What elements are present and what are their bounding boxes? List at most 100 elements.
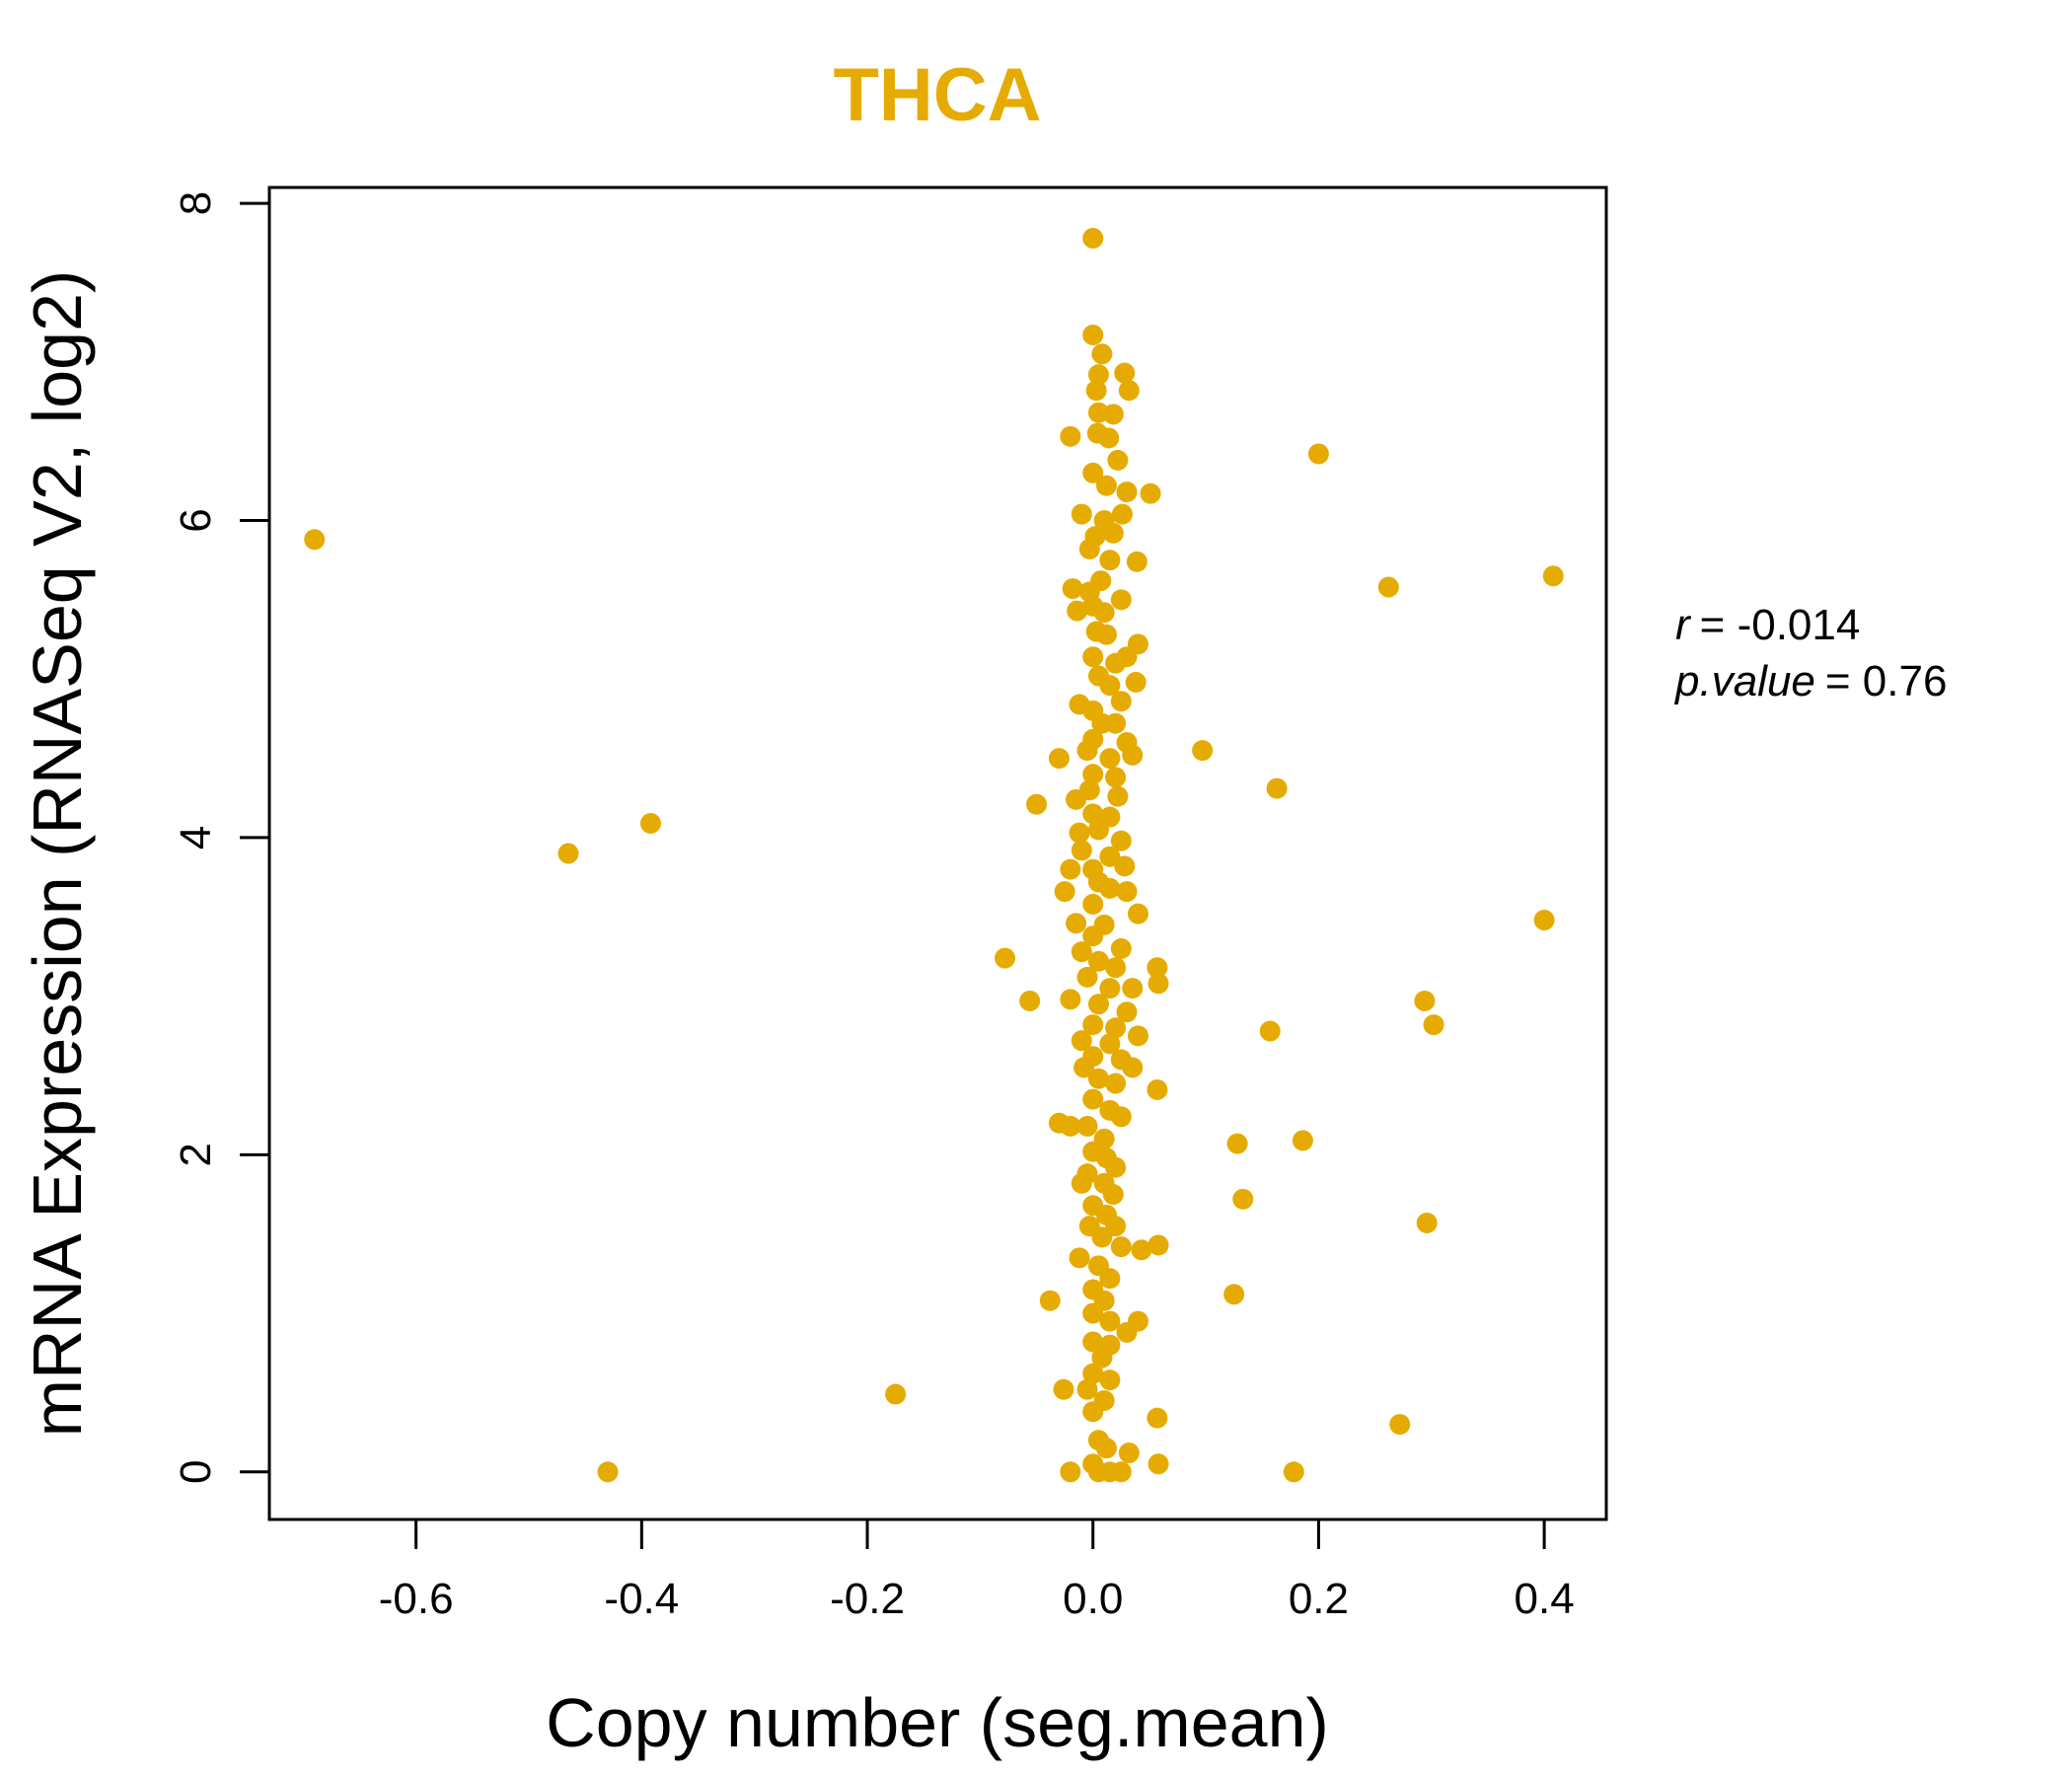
data-point: [1067, 600, 1088, 622]
data-point: [1082, 1014, 1104, 1036]
y-tick-label: 8: [172, 191, 220, 215]
data-point: [1071, 941, 1092, 963]
data-point: [1542, 565, 1564, 587]
y-tick-label: 0: [172, 1460, 220, 1484]
data-point: [1076, 740, 1098, 762]
data-point: [1226, 1133, 1248, 1154]
data-point: [1071, 840, 1092, 861]
data-point: [1110, 691, 1132, 712]
data-point: [1223, 1284, 1245, 1305]
data-point: [1071, 503, 1092, 525]
data-point: [1099, 550, 1121, 571]
data-point: [1060, 989, 1081, 1010]
data-point: [1147, 1078, 1168, 1100]
data-point: [1116, 1321, 1138, 1343]
p-label: p.value: [1673, 657, 1815, 705]
data-point: [1147, 1234, 1169, 1256]
data-point: [1082, 462, 1104, 483]
data-point: [1126, 551, 1147, 572]
data-point: [1082, 893, 1104, 915]
data-point: [1082, 646, 1104, 668]
data-point: [1107, 449, 1129, 471]
correlation-annotation: r = -0.014: [1675, 601, 1860, 649]
data-point: [1122, 978, 1144, 999]
data-point: [1076, 966, 1098, 988]
r-label: r: [1675, 601, 1692, 649]
data-point: [1087, 819, 1109, 841]
data-point: [1060, 858, 1081, 880]
data-point: [1082, 764, 1104, 785]
data-point: [1259, 1020, 1281, 1042]
data-point: [1110, 1461, 1132, 1483]
data-point: [1105, 1156, 1127, 1178]
data-point: [1105, 712, 1127, 734]
data-point: [1087, 364, 1109, 386]
data-point: [1060, 1461, 1081, 1483]
data-point: [1110, 1106, 1132, 1128]
y-tick-label: 4: [172, 826, 220, 850]
data-point: [1060, 425, 1081, 447]
data-point: [1099, 978, 1121, 999]
data-point: [1110, 830, 1132, 851]
data-point: [1147, 1453, 1169, 1475]
data-point: [1095, 475, 1117, 496]
x-tick-label: 0.2: [1289, 1575, 1349, 1623]
x-tick-label: 0.4: [1515, 1575, 1575, 1623]
data-point: [1122, 744, 1144, 766]
data-point: [1082, 1331, 1104, 1353]
pvalue-annotation: p.value = 0.76: [1673, 657, 1947, 705]
x-axis: -0.6 -0.4 -0.2 0.0 0.2 0.4: [379, 1519, 1575, 1623]
data-point: [639, 812, 661, 834]
data-point: [1118, 1443, 1140, 1463]
data-point: [1099, 1310, 1121, 1332]
data-point: [1125, 671, 1147, 693]
data-point: [304, 529, 326, 551]
data-point: [1131, 1239, 1152, 1261]
data-point: [1082, 1088, 1104, 1110]
x-tick-label: -0.4: [604, 1575, 679, 1623]
data-point: [1423, 1014, 1444, 1036]
data-point: [1118, 380, 1140, 402]
data-point: [1099, 846, 1121, 867]
data-point: [1082, 925, 1104, 947]
data-point: [1111, 503, 1133, 525]
data-point: [1087, 994, 1109, 1015]
data-point: [1087, 950, 1109, 972]
data-point: [1105, 957, 1127, 979]
data-point: [1105, 1017, 1127, 1039]
data-point: [1102, 522, 1124, 544]
data-point: [1073, 1057, 1095, 1078]
x-axis-label: Copy number (seg.mean): [546, 1684, 1329, 1761]
data-point: [1110, 937, 1132, 959]
data-point: [1116, 646, 1138, 668]
data-point: [1069, 822, 1090, 844]
y-tick-label: 2: [172, 1143, 220, 1166]
chart-title: THCA: [833, 53, 1041, 137]
p-value: = 0.76: [1825, 657, 1948, 705]
data-point: [1307, 443, 1329, 465]
y-tick-label: 6: [172, 508, 220, 532]
data-point: [1099, 1268, 1121, 1290]
data-point: [1076, 1378, 1098, 1400]
data-point: [1147, 1407, 1168, 1429]
data-point: [1066, 913, 1087, 934]
data-point: [1099, 1369, 1121, 1391]
data-point: [1147, 957, 1168, 979]
data-point: [1095, 1438, 1117, 1459]
data-point: [1377, 576, 1399, 598]
y-axis: 0 2 4 6 8: [172, 191, 269, 1484]
data-point: [1110, 589, 1132, 611]
data-point: [1078, 538, 1100, 559]
data-point: [1087, 1461, 1109, 1483]
plot-frame: [267, 185, 1608, 1521]
data-point: [1085, 380, 1107, 402]
data-point: [1533, 910, 1555, 930]
data-point: [1091, 343, 1113, 365]
data-point: [1114, 362, 1136, 384]
data-point: [1098, 427, 1120, 449]
data-point: [1053, 1378, 1074, 1400]
data-point: [1019, 990, 1041, 1011]
data-point: [1414, 990, 1436, 1011]
data-point: [1192, 740, 1214, 762]
